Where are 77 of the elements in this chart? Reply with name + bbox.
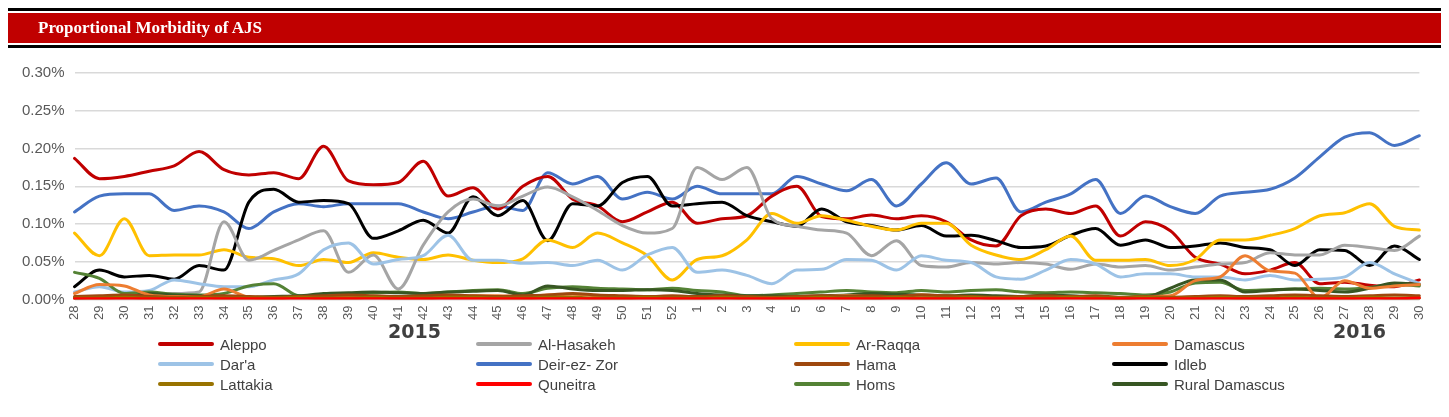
x-tick-label: 1 (688, 305, 704, 313)
x-tick-label: 40 (364, 305, 380, 321)
y-tick-label: 0.05% (21, 251, 65, 269)
x-tick-label: 2 (713, 305, 729, 313)
legend-label: Damascus (1174, 335, 1245, 353)
x-tick-label: 35 (240, 305, 256, 321)
chart-title: Proportional Morbidity of AJS (38, 18, 262, 38)
x-tick-label: 14 (1012, 305, 1028, 321)
x-tick-label: 47 (539, 305, 555, 321)
x-tick-label: 29 (1386, 305, 1402, 321)
x-tick-label: 30 (115, 305, 131, 321)
x-tick-label: 18 (1112, 305, 1128, 321)
x-tick-label: 37 (290, 305, 306, 321)
x-tick-label: 48 (564, 305, 580, 321)
x-tick-label: 41 (389, 305, 405, 321)
x-tick-label: 13 (987, 305, 1003, 321)
y-tick-label: 0.20% (21, 138, 65, 156)
x-tick-label: 36 (265, 305, 281, 321)
x-tick-label: 43 (439, 305, 455, 321)
x-tick-label: 24 (1261, 305, 1277, 321)
x-tick-label: 16 (1062, 305, 1078, 321)
x-tick-label: 44 (464, 305, 480, 321)
y-tick-label: 0.30% (21, 63, 65, 81)
x-tick-label: 27 (1336, 305, 1352, 321)
x-tick-label: 10 (912, 305, 928, 321)
x-tick-label: 28 (66, 305, 82, 321)
x-tick-label: 12 (962, 305, 978, 321)
x-tick-label: 50 (614, 305, 630, 321)
x-tick-label: 51 (638, 305, 654, 321)
legend-label: Aleppo (220, 335, 267, 353)
legend-label: Al-Hasakeh (538, 335, 616, 353)
x-tick-label: 52 (663, 305, 679, 321)
x-tick-label: 30 (1410, 305, 1426, 321)
x-tick-label: 4 (763, 305, 779, 313)
x-tick-label: 15 (1037, 305, 1053, 321)
legend-label: Quneitra (538, 375, 596, 393)
x-tick-label: 8 (863, 305, 879, 313)
legend-label: Deir-ez- Zor (538, 355, 619, 373)
x-tick-label: 7 (838, 305, 854, 313)
x-tick-label: 28 (1361, 305, 1377, 321)
legend-label: Idleb (1174, 355, 1207, 373)
y-tick-label: 0.10% (21, 214, 65, 232)
x-tick-label: 31 (140, 305, 156, 321)
x-tick-label: 45 (489, 305, 505, 321)
x-tick-label: 21 (1186, 305, 1202, 321)
text: 2016 (1333, 320, 1386, 342)
x-tick-label: 38 (315, 305, 331, 321)
x-tick-label: 32 (165, 305, 181, 321)
x-tick-label: 9 (887, 305, 903, 313)
x-tick-label: 3 (738, 305, 754, 313)
x-tick-label: 17 (1087, 305, 1103, 321)
legend-label: Homs (856, 375, 896, 393)
x-tick-label: 5 (788, 305, 804, 313)
x-tick-label: 22 (1211, 305, 1227, 321)
x-tick-label: 26 (1311, 305, 1327, 321)
x-tick-label: 49 (589, 305, 605, 321)
x-tick-label: 19 (1137, 305, 1153, 321)
x-tick-label: 23 (1236, 305, 1252, 321)
x-tick-label: 39 (340, 305, 356, 321)
x-tick-label: 42 (414, 305, 430, 321)
y-tick-label: 0.00% (21, 289, 65, 307)
x-tick-label: 34 (215, 305, 231, 321)
legend-label: Lattakia (220, 375, 273, 393)
x-tick-label: 6 (813, 305, 829, 313)
legend-label: Rural Damascus (1174, 375, 1285, 393)
x-tick-label: 20 (1161, 305, 1177, 321)
x-tick-label: 25 (1286, 305, 1302, 321)
y-tick-label: 0.25% (21, 100, 65, 118)
x-tick-label: 11 (937, 305, 953, 320)
x-tick-label: 46 (514, 305, 530, 321)
legend-label: Ar-Raqqa (856, 335, 921, 353)
legend-label: Hama (856, 355, 897, 373)
x-tick-label: 29 (91, 305, 107, 321)
text: 2015 (388, 320, 441, 342)
legend-label: Dar'a (220, 355, 256, 373)
x-tick-label: 33 (190, 305, 206, 321)
y-tick-label: 0.15% (21, 176, 65, 194)
